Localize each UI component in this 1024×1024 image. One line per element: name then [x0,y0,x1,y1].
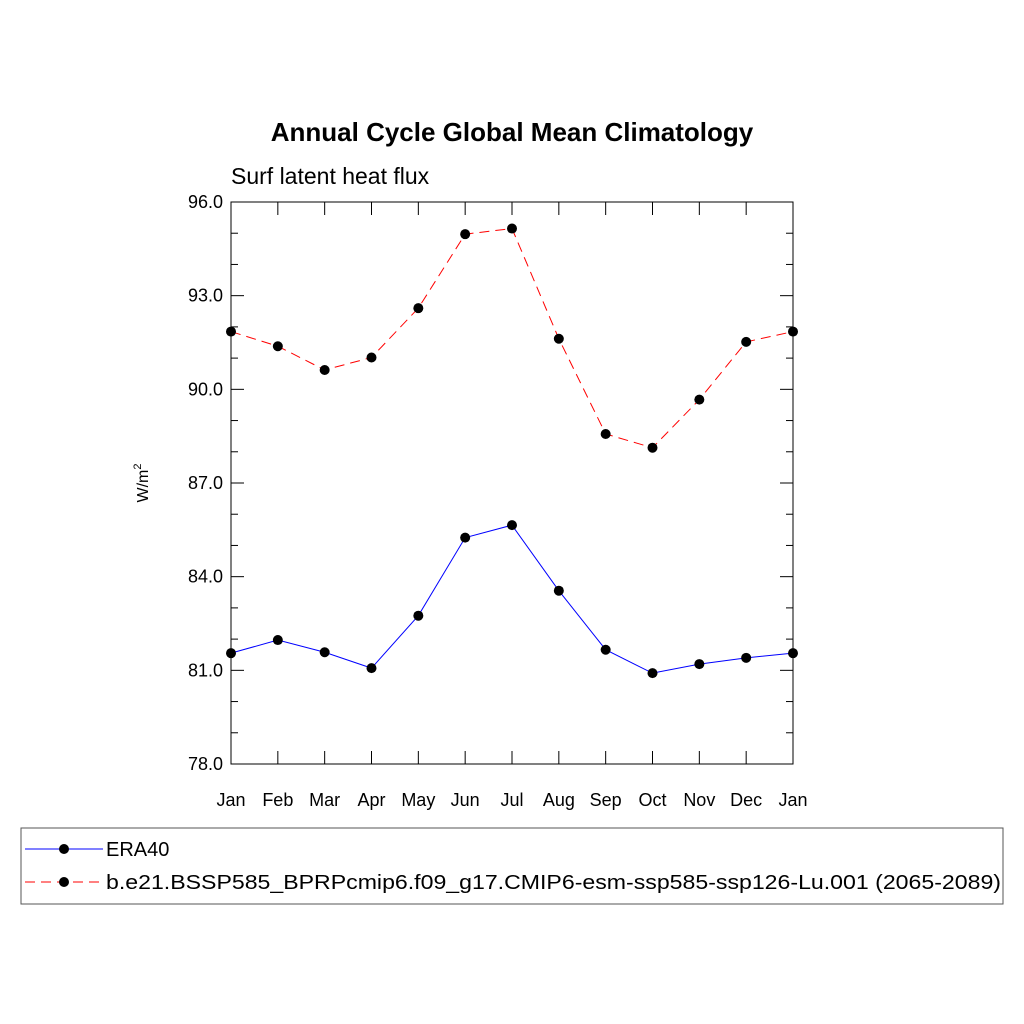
series-layer [226,223,798,679]
legend-entry-model: b.e21.BSSP585_BPRPcmip6.f09_g17.CMIP6-es… [25,872,1001,894]
y-axis-label-superscript: 2 [132,464,144,470]
y-tick-label: 78.0 [188,754,223,774]
x-tick-label: May [401,790,435,810]
series-0-point [272,635,283,646]
axis-ticks [230,201,794,765]
legend-label-era40: ERA40 [106,839,169,861]
series-1-point [647,442,658,453]
y-tick-label: 96.0 [188,192,223,212]
y-axis-label: W/m2 [132,464,152,503]
series-line-0 [230,524,794,674]
series-0-point [507,520,517,531]
y-tick-label: 87.0 [188,473,223,493]
chart-title: Annual Cycle Global Mean Climatology [271,117,754,147]
series-1-point [600,428,611,439]
y-axis-label-main: W/m [135,470,152,503]
x-tick-label: Jan [778,790,807,810]
series-1-point [553,333,564,344]
y-tick-labels: 78.0 81.0 84.0 87.0 90.0 93.0 96.0 [188,192,223,774]
series-0-point [600,644,611,655]
series-0-point [319,647,330,658]
y-tick-label: 90.0 [188,379,223,399]
plot-frame [230,201,794,765]
x-tick-label: Mar [309,790,340,810]
series-0-point [694,659,705,670]
legend-box [20,827,1004,905]
series-0-point [413,610,424,621]
x-tick-label: Apr [357,790,385,810]
legend-label-model: b.e21.BSSP585_BPRPcmip6.f09_g17.CMIP6-es… [106,872,1001,894]
x-tick-label: Jan [216,790,245,810]
x-tick-label: Jul [500,790,523,810]
series-1-point [319,364,330,375]
x-tick-labels: Jan Feb Mar Apr May Jun Jul Aug Sep Oct Nov Dec Jan [216,790,807,810]
x-tick-label: Oct [638,790,666,810]
x-tick-label: Sep [590,790,622,810]
legend: ERA40 b.e21.BSSP585_BPRPcmip6.f09_g17.CM… [20,827,1004,905]
svg-text:W/m2: W/m2 [132,464,152,503]
series-0-point [647,668,658,679]
series-1-point [507,223,517,234]
series-1-point [366,352,377,363]
series-line-1 [230,227,794,449]
series-0-point [741,652,752,663]
legend-marker-era40 [59,844,69,854]
series-0-point [460,532,471,543]
series-1-point [460,229,471,240]
y-tick-label: 81.0 [188,660,223,680]
x-tick-label: Feb [262,790,293,810]
series-1-point [272,341,283,352]
y-tick-label: 84.0 [188,567,223,587]
chart-subtitle: Surf latent heat flux [231,163,430,189]
y-tick-label: 93.0 [188,286,223,306]
x-tick-label: Aug [543,790,575,810]
x-tick-label: Dec [730,790,762,810]
series-1-point [694,394,705,405]
legend-marker-model [59,877,69,887]
series-1-point [413,303,424,314]
series-0-point [553,585,564,596]
series-0-point [366,663,377,674]
x-tick-label: Jun [451,790,480,810]
series-1-point [741,336,752,347]
legend-entry-era40: ERA40 [25,839,169,861]
x-tick-label: Nov [683,790,715,810]
